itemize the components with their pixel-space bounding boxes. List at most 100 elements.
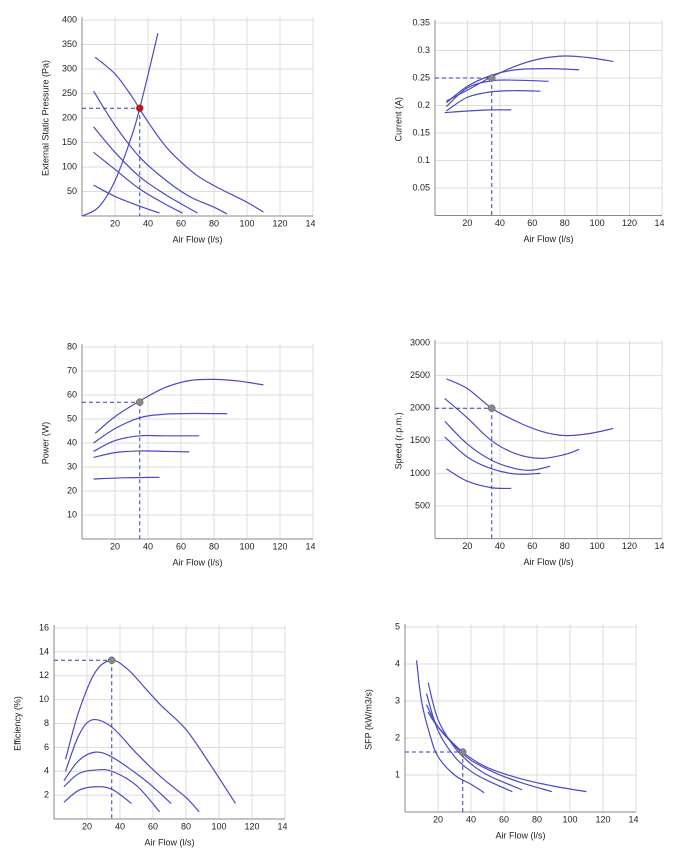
y-tick-label: 50 [67,413,77,423]
y-tick-label: 2 [44,790,49,800]
x-tick-label: 140 [277,821,292,831]
x-tick-label: 80 [560,541,570,551]
x-tick-label: 140 [654,541,669,551]
x-tick-label: 80 [209,218,219,228]
y-tick-label: 1000 [410,468,430,478]
x-tick-label: 20 [110,218,120,228]
x-tick-label: 60 [527,218,537,228]
y-tick-label: 400 [62,14,77,24]
x-tick-label: 40 [495,541,505,551]
operating-point [488,404,496,412]
x-tick-label: 80 [560,218,570,228]
x-tick-label: 40 [143,218,153,228]
y-tick-label: 0.3 [417,45,430,55]
y-tick-label: 5 [395,621,400,631]
x-tick-label: 40 [466,814,476,824]
x-axis-label: Air Flow (l/s) [173,557,223,567]
curve [93,476,160,480]
x-tick-label: 40 [143,541,153,551]
x-tick-label: 100 [239,541,254,551]
y-tick-label: 150 [62,137,77,147]
y-tick-label: 4 [44,766,49,776]
curve [425,693,513,793]
chart: 20 40 60 80 100 120 140 10 20 30 40 50 60 70 80 Air Flo… [40,341,320,567]
y-tick-label: 2500 [410,370,430,380]
x-tick-label: 80 [181,821,191,831]
y-tick-label: 12 [39,670,49,680]
y-tick-label: 80 [67,341,77,351]
y-axis-label: Efficiency (%) [12,696,22,751]
x-tick-label: 120 [272,218,287,228]
operating-point [136,398,144,406]
y-axis-label: Speed (r.p.m.) [393,412,403,469]
curve [63,786,132,804]
x-tick-label: 120 [244,821,259,831]
curve [64,718,200,813]
x-tick-label: 20 [110,541,120,551]
y-tick-label: 60 [67,389,77,399]
x-axis-label: Air Flow (l/s) [524,234,574,244]
x-tick-label: 140 [305,218,320,228]
curve [93,450,190,458]
x-tick-label: 80 [209,541,219,551]
operating-point [136,104,144,112]
curve [93,412,228,444]
curve [446,55,614,102]
x-tick-label: 60 [176,541,186,551]
curve [93,90,228,215]
x-tick-label: 120 [622,541,637,551]
x-tick-label: 140 [305,541,320,551]
operating-point [459,748,467,756]
y-tick-label: 0.25 [412,72,430,82]
y-tick-label: 250 [62,88,77,98]
x-tick-label: 40 [115,821,125,831]
y-tick-label: 50 [67,186,77,196]
curve [444,420,551,471]
y-tick-label: 350 [62,39,77,49]
chart: 20 40 60 80 100 120 140 50 100 150 200 250 300 350 400… [40,14,320,244]
curve [444,109,512,114]
chart: 20 40 60 80 100 120 140 1 2 3 4 5 Air Flow (l/s) SFP … [363,621,643,840]
y-tick-label: 16 [39,622,49,632]
x-tick-label: 60 [148,821,158,831]
y-tick-label: 0.35 [412,17,430,27]
operating-point [108,656,116,664]
curve [425,704,553,793]
y-tick-label: 1500 [410,435,430,445]
y-tick-label: 70 [67,365,77,375]
curve [64,659,237,804]
y-tick-label: 10 [67,509,77,519]
x-tick-label: 60 [527,541,537,551]
y-tick-label: 2 [395,732,400,742]
y-axis-label: Power (W) [40,422,50,465]
x-axis-label: Air Flow (l/s) [145,837,195,847]
x-axis-label: Air Flow (l/s) [524,557,574,567]
y-tick-label: 6 [44,742,49,752]
curve [446,468,512,490]
curve [94,378,264,434]
x-axis-label: Air Flow (l/s) [496,830,546,840]
x-tick-label: 20 [82,821,92,831]
x-tick-label: 20 [462,541,472,551]
curve [63,751,172,804]
curve [446,378,614,437]
curve [444,436,541,475]
y-axis-label: Current (A) [393,97,403,142]
x-tick-label: 100 [590,218,605,228]
x-tick-label: 80 [532,814,542,824]
curve [444,397,580,460]
x-tick-label: 20 [433,814,443,824]
y-tick-label: 200 [62,112,77,122]
y-tick-label: 0.05 [412,182,430,192]
curve [427,711,587,793]
y-tick-label: 0.15 [412,127,430,137]
curve [415,660,485,794]
y-tick-label: 300 [62,63,77,73]
y-tick-label: 14 [39,646,49,656]
y-tick-label: 10 [39,694,49,704]
y-axis-label: External Static Pressure (Pa) [40,60,50,176]
curve [63,768,161,813]
x-tick-label: 140 [628,814,643,824]
